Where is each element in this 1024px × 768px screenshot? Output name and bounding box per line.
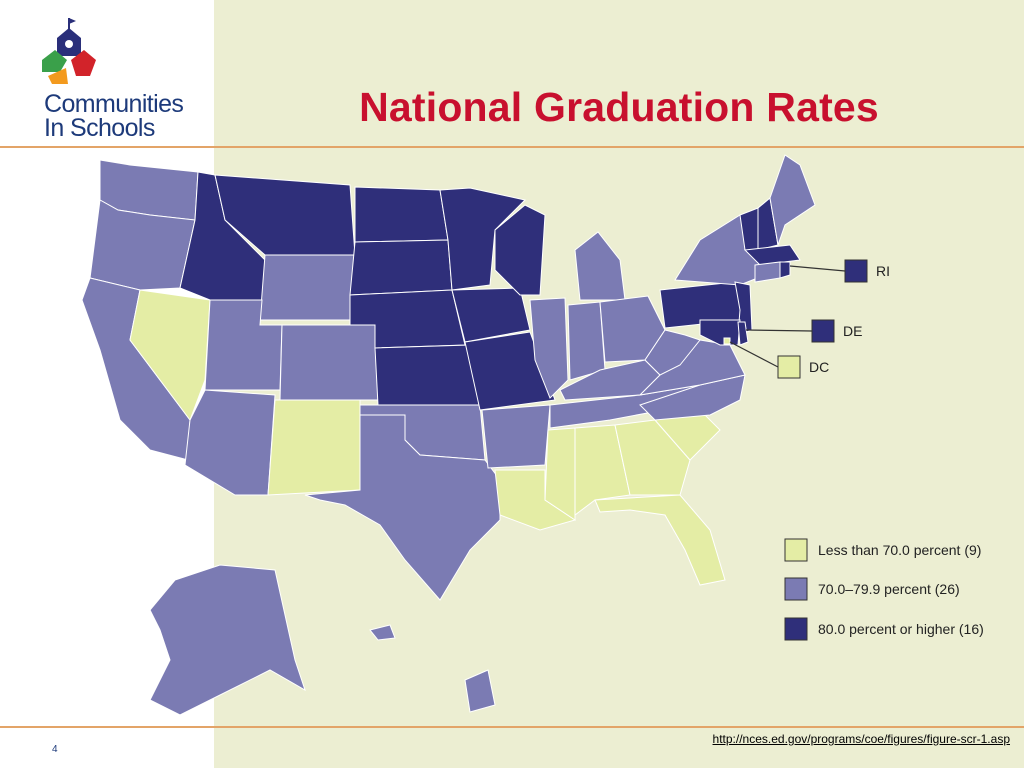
state-connecticut [754, 261, 781, 283]
state-arkansas [481, 404, 551, 469]
legend-label-low: Less than 70.0 percent (9) [818, 542, 981, 558]
header-divider [0, 146, 1024, 148]
state-missouri [464, 331, 556, 411]
state-nevada [129, 289, 211, 422]
callout-box-de [811, 319, 835, 343]
state-north-dakota [354, 186, 449, 243]
communities-in-schools-logo-icon [42, 18, 96, 84]
state-iowa [451, 287, 531, 343]
state-south-dakota [349, 239, 453, 296]
callout-label-de: DE [843, 323, 862, 339]
state-maine [769, 154, 816, 246]
legend-swatch-mid [784, 577, 808, 601]
legend-swatch-high [784, 617, 808, 641]
page-title: National Graduation Rates [359, 84, 879, 130]
state-arizona [184, 389, 276, 496]
map-legend: Less than 70.0 percent (9) 70.0–79.9 per… [784, 538, 984, 641]
logo-text-line-2: In Schools [44, 114, 155, 142]
state-hawaii-island [464, 669, 496, 713]
state-texas [304, 414, 501, 601]
state-florida [594, 494, 726, 586]
state-wisconsin [494, 204, 546, 296]
state-indiana [567, 301, 606, 381]
state-minnesota [439, 187, 527, 291]
page-number: 4 [52, 744, 58, 755]
state-mississippi [544, 427, 576, 521]
logo-wordmark: Communities In Schools [44, 90, 184, 142]
source-link[interactable]: http://nces.ed.gov/programs/coe/figures/… [712, 732, 1010, 746]
legend-label-mid: 70.0–79.9 percent (26) [818, 581, 960, 597]
legend-label-high: 80.0 percent or higher (16) [818, 621, 984, 637]
state-alabama [574, 424, 631, 516]
state-kansas [374, 344, 481, 406]
state-alaska [149, 564, 306, 716]
legend-swatch-low [784, 538, 808, 562]
state-new-mexico [267, 399, 361, 496]
state-michigan [574, 231, 626, 301]
state-district-of-columbia [723, 337, 731, 345]
callout-box-ri [844, 259, 868, 283]
state-wyoming [259, 254, 356, 321]
state-delaware [737, 321, 749, 346]
state-rhode-island [779, 261, 791, 279]
callout-line-de [745, 329, 813, 332]
logo-text-line-1: Communities [44, 90, 184, 118]
footer-divider [0, 726, 1024, 728]
state-colorado [279, 324, 379, 401]
state-west-virginia [644, 329, 701, 376]
callout-box-dc [777, 355, 801, 379]
callout-line-dc [729, 341, 779, 368]
state-massachusetts [743, 244, 801, 266]
callout-label-ri: RI [876, 263, 890, 279]
state-illinois [529, 297, 569, 399]
callout-line-ri [789, 265, 846, 272]
state-hawaii [369, 624, 396, 641]
callout-label-dc: DC [809, 359, 829, 375]
